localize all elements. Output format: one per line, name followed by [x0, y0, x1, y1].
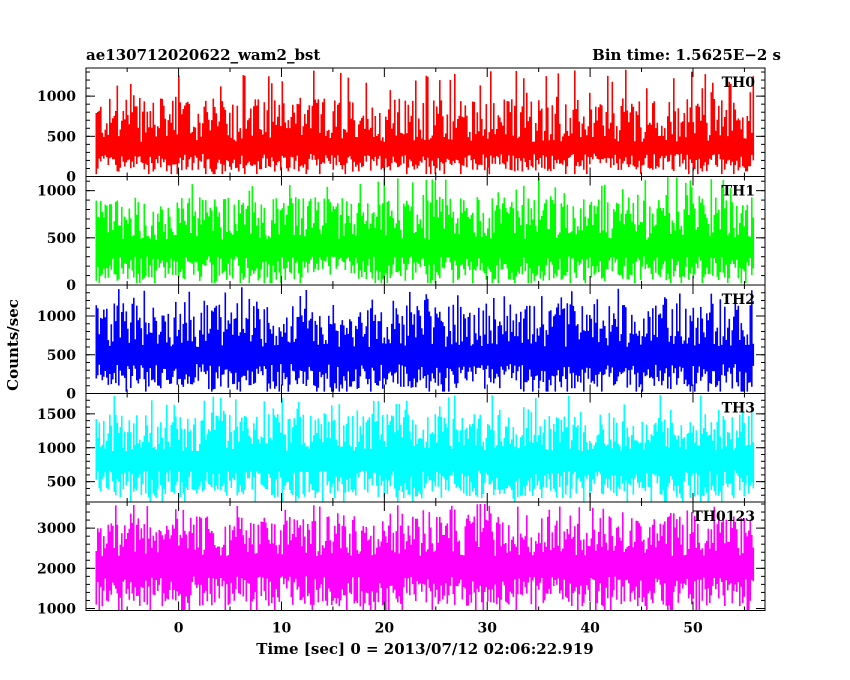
panels: 0 500 1000 TH0 0 500 1000 TH1 0 500 1000 TH2 500 1000…: [37, 67, 766, 617]
y-tick-label: 500: [47, 475, 76, 491]
panel-label-th1: TH1: [722, 184, 755, 200]
series-trace-th2: [95, 287, 755, 392]
panel-label-th3: TH3: [722, 401, 755, 417]
x-axis-ticks: 0 10 20 30 40 50: [174, 621, 703, 637]
x-axis-label: Time [sec] 0 = 2013/07/12 02:06:22.919: [256, 640, 593, 658]
panel-th0: 0 500 1000 TH0: [37, 67, 766, 186]
series-trace-th0: [95, 69, 755, 175]
y-tick-label: 0: [66, 387, 76, 403]
panel-th1: 0 500 1000 TH1: [37, 176, 766, 294]
panel-th2: 0 500 1000 TH2: [37, 284, 766, 403]
y-tick-label: 1000: [37, 184, 76, 200]
panel-th0123: 1000 2000 3000 TH0123: [37, 501, 766, 617]
x-tick-label: 30: [477, 621, 497, 637]
chart-title: ae130712020622_wam2_bst: [86, 46, 320, 64]
series-trace-th3: [95, 395, 755, 502]
panel-label-th2: TH2: [722, 292, 755, 308]
y-tick-label: 0: [66, 170, 76, 186]
bin-time-label: Bin time: 1.5625E−2 s: [592, 46, 781, 64]
y-tick-label: 3000: [37, 521, 76, 537]
x-tick-label: 40: [580, 621, 600, 637]
series-trace-th0123: [95, 504, 755, 611]
panel-frame: [85, 501, 766, 611]
panel-label-th0: TH0: [722, 75, 756, 91]
x-tick-label: 0: [174, 621, 184, 637]
y-tick-label: 1500: [37, 407, 76, 423]
x-tick-label: 50: [683, 621, 703, 637]
y-tick-label: 1000: [37, 309, 76, 325]
y-tick-label: 0: [66, 278, 76, 294]
y-axis-label: Counts/sec: [4, 299, 22, 391]
x-tick-label: 20: [375, 621, 395, 637]
y-tick-label: 500: [47, 231, 76, 247]
y-tick-label: 2000: [37, 561, 76, 577]
y-tick-label: 1000: [37, 441, 76, 457]
x-tick-label: 10: [272, 621, 292, 637]
y-tick-label: 1000: [37, 601, 76, 617]
y-tick-label: 500: [47, 348, 76, 364]
panel-label-th0123: TH0123: [692, 509, 755, 525]
panel-th3: 500 1000 1500 TH3: [37, 393, 766, 503]
series-trace-th1: [95, 177, 755, 284]
y-tick-label: 500: [47, 129, 76, 145]
y-tick-label: 1000: [37, 89, 76, 105]
